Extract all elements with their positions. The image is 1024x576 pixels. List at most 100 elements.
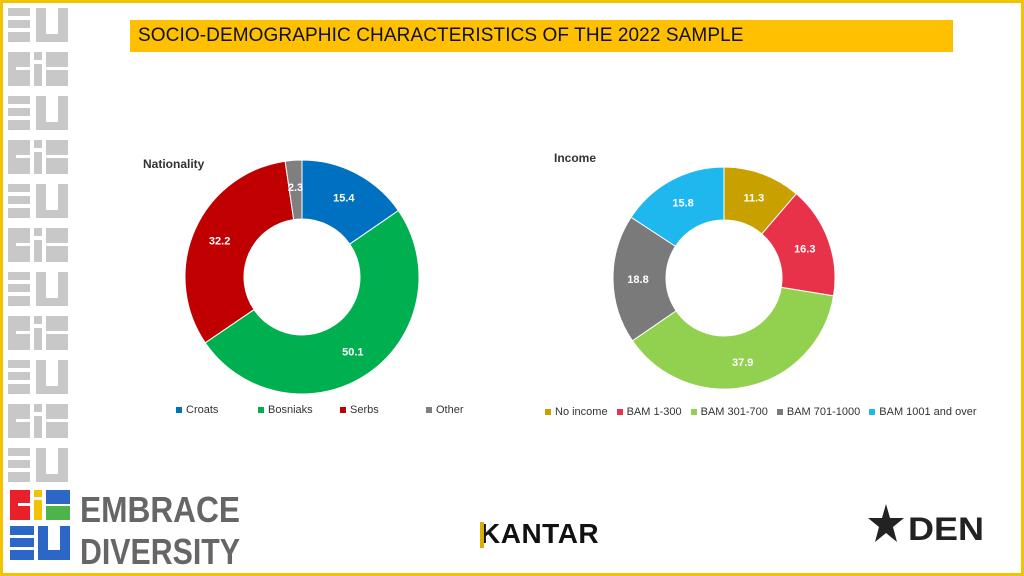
pattern-block (16, 246, 30, 262)
pattern-block (8, 32, 30, 42)
pattern-block (58, 8, 68, 42)
legend-item: Other (426, 404, 464, 416)
legend-item: BAM 1-300 (616, 406, 682, 418)
chart-title: Income (554, 151, 596, 165)
legend-swatch (176, 407, 182, 413)
pattern-block (34, 228, 42, 236)
pattern-block (58, 96, 68, 130)
pattern-block (46, 228, 68, 243)
pattern-block (36, 448, 46, 482)
pattern-block (46, 140, 68, 155)
legend-swatch (258, 407, 264, 413)
legend-swatch (545, 409, 551, 415)
legend-swatch (690, 409, 697, 415)
legend-swatch (340, 407, 346, 413)
pattern-block (36, 122, 68, 130)
title-bar: SOCIO-DEMOGRAPHIC CHARACTERISTICS OF THE… (130, 20, 953, 52)
pattern-block (8, 52, 16, 86)
pattern-block (36, 184, 46, 218)
pattern-block (8, 316, 16, 350)
pattern-block (8, 208, 30, 218)
pattern-block (58, 184, 68, 218)
pattern-block (34, 52, 42, 60)
legend-swatch (776, 409, 783, 415)
pattern-block (8, 8, 30, 16)
legend-item: No income (545, 406, 608, 418)
nationality-donut-chart: Nationality 15.4 50.1 32.2 2.3 (143, 157, 420, 395)
pattern-block (34, 316, 42, 324)
kantar-logo-text: KANTAR (480, 518, 600, 549)
pattern-block (8, 404, 16, 438)
income-legend: No income BAM 1-300 BAM 301-700 BAM 701-100… (545, 406, 1015, 418)
pattern-block (16, 404, 30, 419)
legend-item: BAM 701-1000 (776, 406, 860, 418)
pattern-block (8, 472, 30, 482)
den-logo: DEN (868, 504, 984, 547)
legend-item: Serbs (340, 404, 379, 416)
legend-item: BAM 1001 and over (869, 406, 977, 418)
legend-label: No income (555, 406, 608, 418)
legend-item: Croats (176, 404, 218, 416)
legend-swatch (616, 409, 623, 415)
pattern-block (8, 272, 30, 280)
pattern-block (16, 140, 30, 155)
logo-text-diversity: DIVERSITY (80, 531, 240, 570)
kantar-logo: KANTAR (480, 518, 599, 550)
den-logo-text: DEN (908, 511, 984, 547)
donut-slice-bosniaks (204, 209, 420, 395)
legend-swatch (869, 409, 876, 415)
legend-label: BAM 1001 and over (879, 406, 977, 418)
pattern-block (8, 284, 30, 292)
income-donut-chart: Income 11.3 16.3 37.9 18.8 15.8 (554, 151, 836, 390)
pattern-block (58, 448, 68, 482)
pattern-block (34, 404, 42, 412)
pattern-block (58, 360, 68, 394)
data-label: 32.2 (209, 236, 230, 248)
legend-item: Bosniaks (258, 404, 313, 416)
pattern-block (16, 52, 30, 67)
pattern-block (16, 316, 30, 331)
pattern-block (16, 228, 30, 243)
pattern-block (34, 328, 42, 350)
pattern-block (8, 96, 30, 104)
pattern-block (46, 334, 68, 350)
pattern-block (36, 298, 68, 306)
side-pattern-decoration (8, 8, 68, 482)
pattern-block (46, 70, 68, 86)
legend-swatch (426, 407, 432, 413)
pattern-block (8, 372, 30, 380)
chart-title: Nationality (143, 157, 205, 171)
pattern-block (8, 360, 30, 368)
kantar-accent-bar (480, 522, 484, 548)
pattern-block (46, 52, 68, 67)
pattern-block (46, 316, 68, 331)
embrace-diversity-logo: EMBRACE DIVERSITY (10, 489, 240, 570)
pattern-block (8, 108, 30, 116)
legend-label: Croats (186, 404, 219, 416)
donut-slice-bam-301-700 (631, 286, 835, 390)
pattern-block (36, 360, 46, 394)
pattern-block (34, 140, 42, 148)
pattern-block (8, 448, 30, 456)
legend-label: Bosniaks (268, 404, 313, 416)
legend-label: Serbs (350, 404, 379, 416)
pattern-block (16, 158, 30, 174)
pattern-block (8, 140, 16, 174)
legend-label: BAM 301-700 (700, 406, 768, 418)
pattern-block (34, 64, 42, 86)
legend-item: BAM 301-700 (690, 406, 768, 418)
pattern-block (8, 20, 30, 28)
pattern-block (46, 158, 68, 174)
pattern-block (36, 8, 46, 42)
pattern-block (8, 384, 30, 394)
pattern-block (34, 152, 42, 174)
pattern-block (8, 196, 30, 204)
data-label: 2.3 (288, 182, 303, 194)
legend-label: Other (436, 404, 464, 416)
slide-title: SOCIO-DEMOGRAPHIC CHARACTERISTICS OF THE… (138, 25, 744, 46)
pattern-block (8, 184, 30, 192)
pattern-block (8, 296, 30, 306)
pattern-block (16, 422, 30, 438)
pattern-block (8, 460, 30, 468)
